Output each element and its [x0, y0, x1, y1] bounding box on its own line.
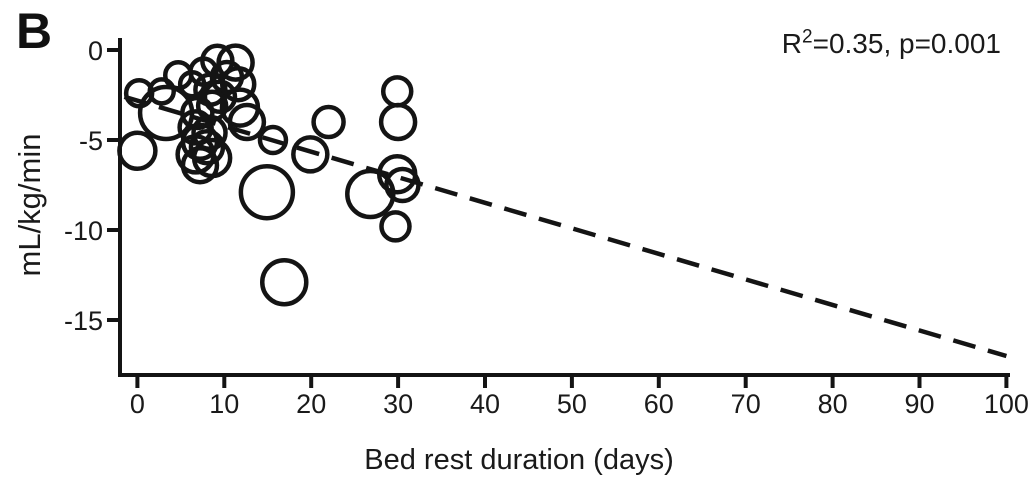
data-point	[378, 102, 418, 142]
data-point	[380, 75, 414, 108]
r-squared-value: =0.35, p=0.001	[812, 28, 1001, 59]
data-point	[384, 166, 421, 204]
r-squared-exponent: 2	[802, 26, 813, 48]
data-point	[202, 79, 238, 115]
x-tick-label: 60	[644, 389, 674, 419]
x-tick-label: 10	[209, 389, 239, 419]
panel-label: B	[16, 3, 53, 59]
x-axis-label: Bed rest duration (days)	[364, 444, 674, 476]
x-tick-label: 50	[557, 389, 587, 419]
data-point	[180, 145, 220, 185]
data-point	[227, 102, 267, 142]
data-point	[260, 257, 309, 307]
y-tick-label: -15	[64, 306, 103, 336]
r-squared-base: R	[781, 28, 803, 59]
data-point	[191, 137, 233, 179]
x-tick-label: 100	[984, 389, 1029, 419]
trend-line	[123, 94, 1008, 359]
r-squared-annotation: R2=0.35, p=0.001	[782, 28, 1001, 60]
x-tick-label: 0	[130, 389, 145, 419]
data-point	[257, 124, 289, 156]
x-tick-label: 40	[470, 389, 500, 419]
data-point	[291, 135, 330, 174]
y-tick-label: 0	[88, 36, 103, 66]
data-point	[180, 95, 215, 131]
y-axis-label: mL/kg/min	[12, 133, 47, 277]
x-tick-label: 80	[818, 389, 848, 419]
x-tick-label: 90	[904, 389, 934, 419]
x-tick-label: 70	[731, 389, 761, 419]
y-tick-label: -5	[79, 126, 103, 156]
y-tick-label: -10	[64, 216, 103, 246]
data-point	[188, 128, 226, 166]
data-point	[238, 163, 296, 221]
x-tick-label: 20	[296, 389, 326, 419]
data-point	[117, 130, 158, 172]
data-point	[379, 210, 412, 243]
data-point	[311, 104, 346, 140]
x-tick-label: 30	[383, 389, 413, 419]
